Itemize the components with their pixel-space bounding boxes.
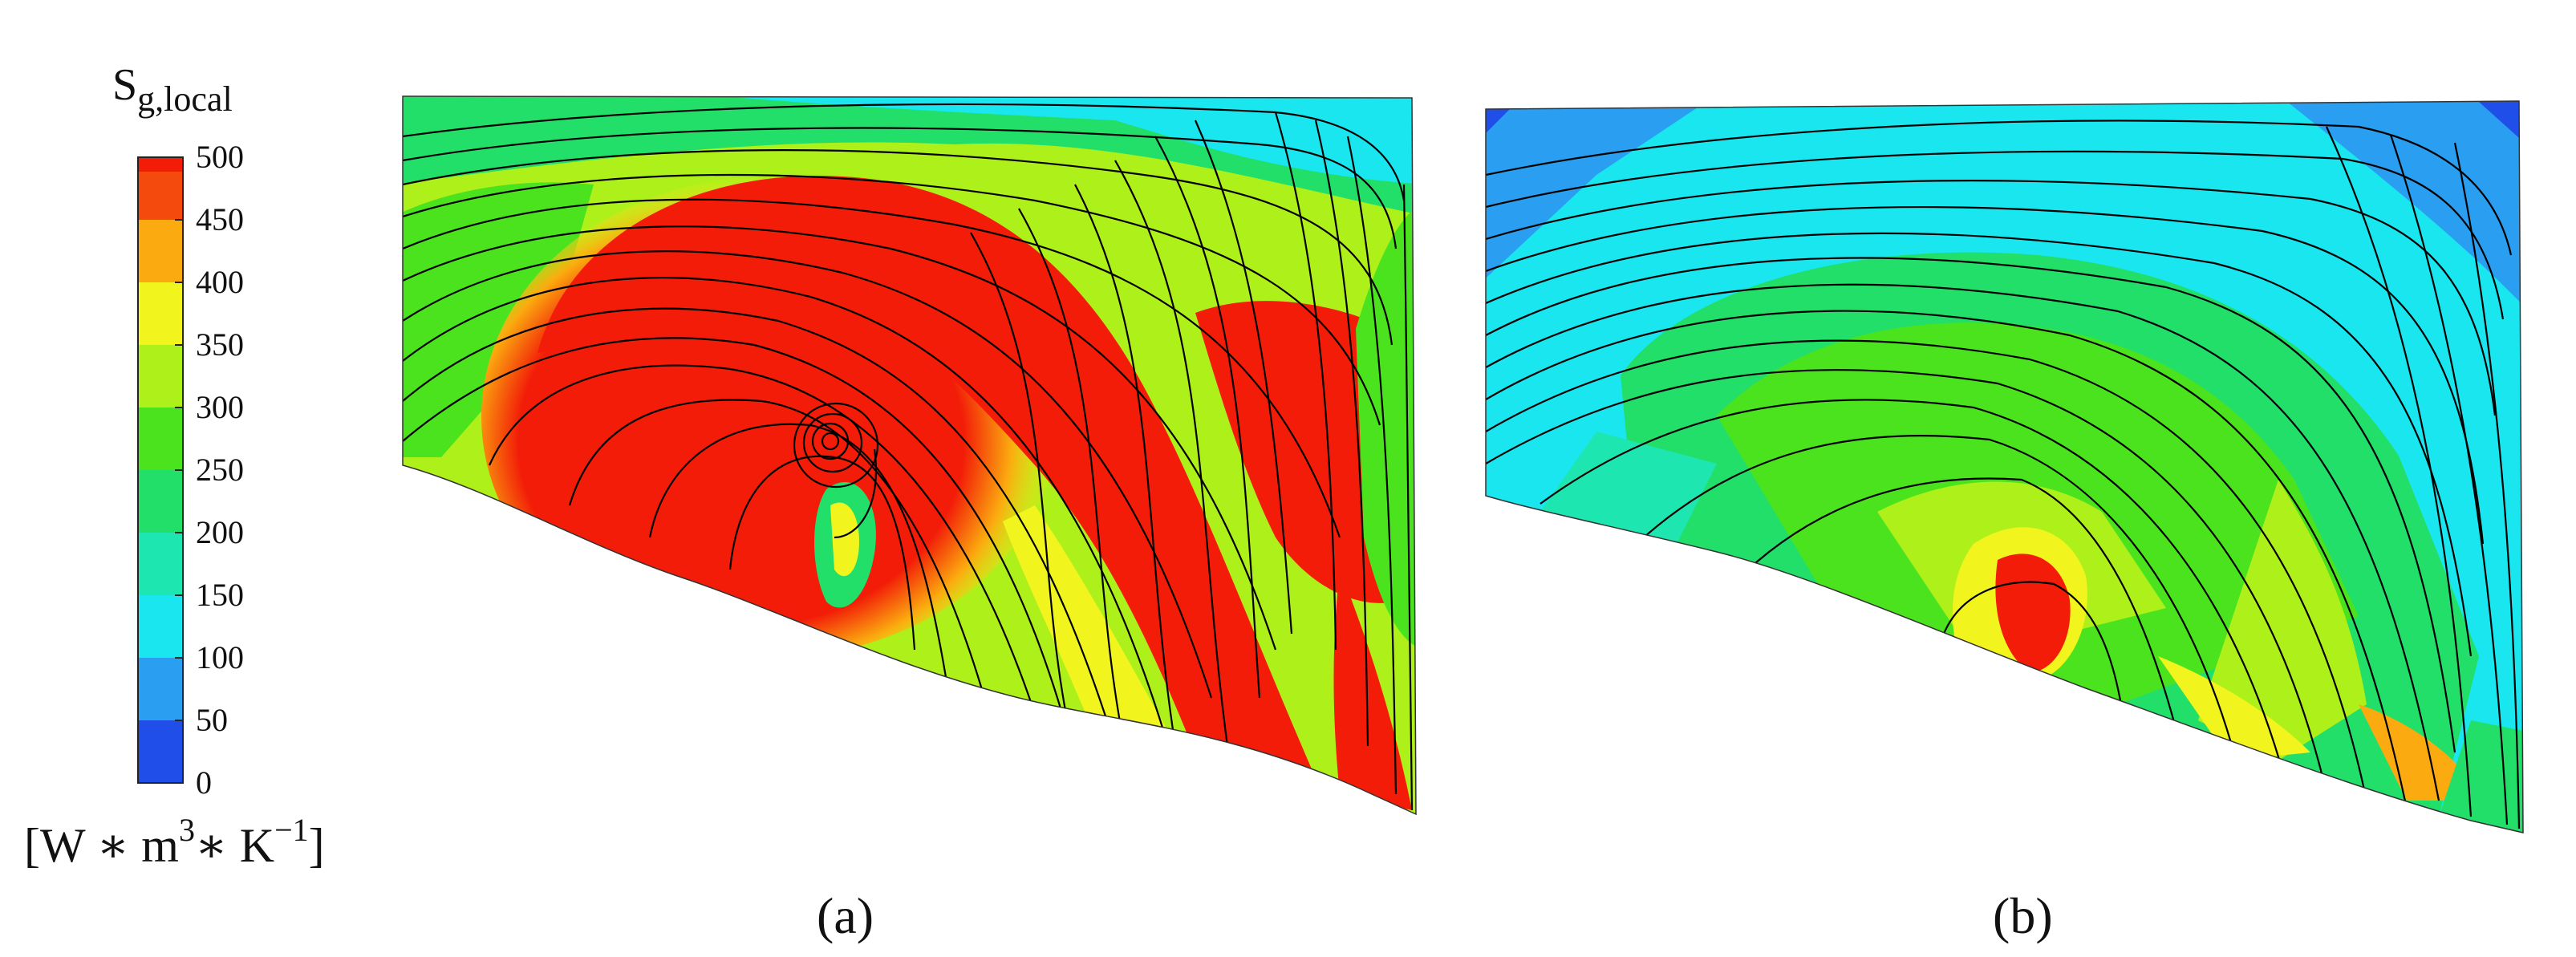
colorbar-band — [138, 720, 183, 783]
panel-label-a: (a) — [817, 887, 874, 944]
colorbar-title-subscript: g,local — [137, 79, 233, 119]
colorbar-tick-label: 250 — [196, 452, 244, 488]
colorbar-band — [138, 157, 183, 172]
unit-part-1: [W ∗ m — [24, 819, 179, 872]
unit-part-2: ∗ K — [194, 819, 275, 872]
vortex-spiral-a — [793, 402, 879, 539]
colorbar-band — [138, 533, 183, 595]
unit-exponent-2: −1 — [274, 812, 309, 848]
colorbar-tick-label: 300 — [196, 389, 244, 425]
colorbar-title-main: S — [112, 60, 138, 110]
colorbar-tick-label: 150 — [196, 577, 244, 613]
colorbar-unit: [W ∗ m3∗ K−1] — [24, 814, 325, 870]
colorbar — [137, 156, 184, 784]
colorbar-band — [138, 470, 183, 533]
colorbar-tick-label: 350 — [196, 326, 244, 363]
panel-label-b: (b) — [1993, 887, 2053, 944]
contour-panel-b — [1485, 100, 2524, 833]
colorbar-tick-label: 0 — [196, 764, 212, 801]
colorbar-tick-label: 450 — [196, 201, 244, 237]
colorbar-band — [138, 658, 183, 720]
colorbar-band — [138, 282, 183, 345]
colorbar-band — [138, 595, 183, 658]
colorbar-band — [138, 408, 183, 470]
colorbar-band — [138, 345, 183, 408]
colorbar-tick-label: 500 — [196, 139, 244, 175]
contour-panel-a — [402, 95, 1417, 816]
unit-part-3: ] — [308, 819, 325, 872]
colorbar-title: Sg,local — [112, 63, 233, 117]
colorbar-tick-label: 400 — [196, 264, 244, 300]
unit-exponent-1: 3 — [178, 812, 195, 848]
colorbar-band — [138, 220, 183, 282]
colorbar-bands — [138, 157, 183, 783]
colorbar-tick-label: 50 — [196, 702, 228, 738]
colorbar-tick-label: 200 — [196, 514, 244, 550]
colorbar-ticks — [175, 156, 183, 784]
colorbar-tick-label: 100 — [196, 639, 244, 675]
